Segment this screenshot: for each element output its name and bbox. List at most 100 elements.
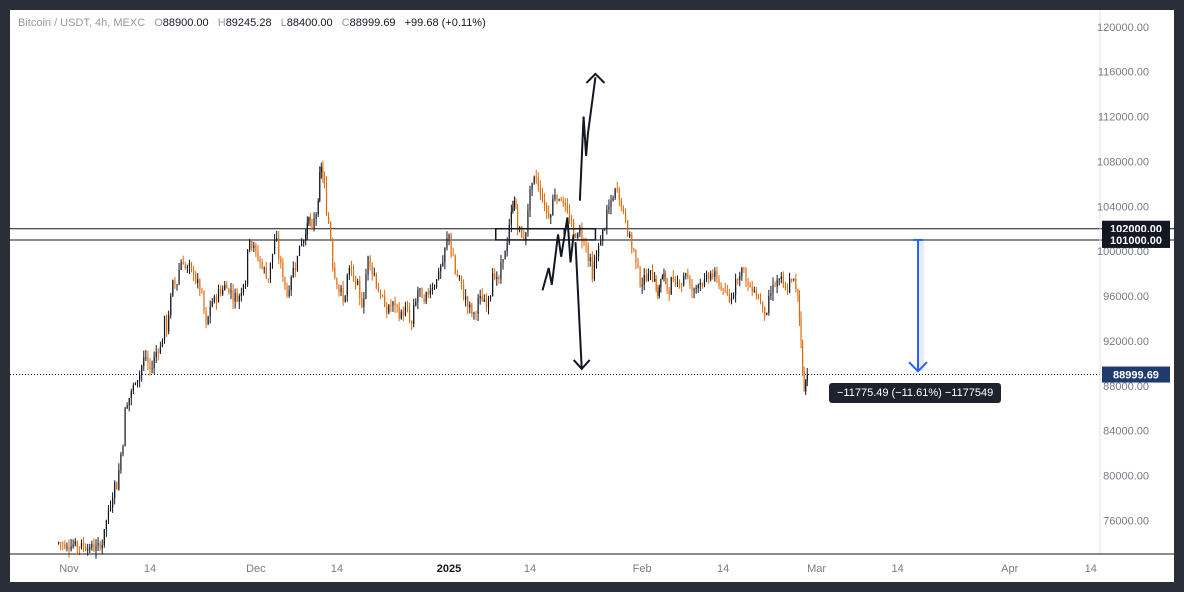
candle-body (454, 256, 456, 274)
candle-body (759, 299, 762, 302)
y-tick-label: 100000.00 (1097, 246, 1149, 258)
bearish-arrow-head (572, 359, 591, 371)
candle-body (543, 200, 546, 206)
x-tick-label: 2025 (437, 563, 461, 575)
candle-body (647, 273, 649, 281)
candle-body (795, 278, 797, 290)
candle-body (512, 206, 514, 212)
x-tick-label: Nov (59, 563, 79, 575)
candle-body (805, 381, 807, 392)
candle-body (797, 289, 799, 297)
candle-body (780, 276, 782, 280)
candle-body (440, 265, 442, 272)
candle-body (230, 290, 232, 293)
zigzag-path[interactable] (541, 217, 575, 291)
candle-body (193, 270, 195, 274)
candle-body (182, 262, 184, 265)
bullish-zigzag[interactable] (578, 77, 597, 201)
candle-body (315, 214, 317, 219)
candle-body (732, 294, 735, 298)
candle-body (263, 267, 265, 269)
candle-body (600, 240, 602, 246)
candle-body (539, 186, 542, 195)
candle-body (107, 509, 110, 521)
candle-body (529, 189, 531, 211)
candle-body (319, 172, 321, 201)
candle-body (224, 284, 226, 290)
candle-body (778, 279, 780, 280)
bearish-arrow[interactable] (574, 242, 583, 369)
candle-body (400, 311, 402, 319)
candle-body (753, 290, 755, 292)
candle-series (58, 160, 808, 559)
candle-body (240, 293, 242, 297)
candle-body (85, 546, 87, 551)
candle-body (89, 547, 91, 550)
candle-body (390, 305, 392, 307)
range-box-left[interactable] (495, 227, 566, 241)
candle-body (743, 267, 745, 269)
candle-body (531, 182, 533, 190)
x-tick-label: Apr (1001, 563, 1018, 575)
candle-body (678, 282, 681, 285)
candle-body (417, 290, 419, 302)
candle-body (122, 446, 124, 455)
candle-body (352, 270, 355, 277)
candle-body (124, 408, 126, 447)
candle-body (442, 262, 444, 266)
candle-body (238, 296, 240, 302)
candle-body (112, 497, 114, 508)
candle-body (612, 197, 614, 201)
candle-body (211, 301, 213, 307)
candle-body (130, 391, 132, 399)
candle-body (703, 279, 706, 286)
candle-body (548, 212, 550, 218)
candle-body (801, 340, 804, 372)
candle-body (303, 239, 305, 243)
measure-tooltip: −11775.49 (−11.61%) −1177549 (829, 383, 1002, 403)
candle-body (134, 382, 137, 385)
candle-body (413, 305, 415, 325)
candle-body (681, 284, 683, 286)
candle-body (786, 290, 789, 293)
candle-body (496, 277, 498, 279)
candle-body (469, 304, 471, 308)
candle-body (379, 292, 382, 297)
candle-body (560, 199, 562, 201)
candle-body (791, 278, 793, 280)
candle-body (556, 195, 558, 201)
candle-body (737, 279, 739, 280)
candle-body (286, 286, 288, 297)
candle-body (313, 218, 315, 229)
chart-canvas[interactable]: 76000.00 80000.00 84000.00 88000.00 92000.00… (10, 10, 1174, 582)
y-tick-label: 104000.00 (1097, 201, 1149, 213)
candle-body (126, 405, 128, 409)
candle-body (631, 234, 633, 249)
candle-body (62, 543, 64, 545)
candle-body (91, 544, 93, 548)
candle-body (663, 273, 665, 277)
candle-body (739, 275, 741, 280)
candle-body (494, 273, 496, 279)
candle-body (583, 241, 585, 244)
candle-body (66, 546, 68, 548)
candle-body (722, 288, 724, 291)
candle-body (195, 273, 197, 283)
candle-body (519, 226, 521, 229)
candle-body (798, 296, 801, 319)
candle-body (716, 271, 718, 280)
candle-body (128, 398, 130, 406)
candle-body (654, 279, 656, 282)
candle-body (242, 284, 245, 294)
candle-body (404, 307, 407, 316)
candle-body (365, 274, 367, 299)
horizontal-levels[interactable] (10, 228, 1174, 376)
price-label-101000: 101000.00 (1110, 235, 1162, 247)
candle-body (74, 541, 76, 545)
x-tick-label: 14 (524, 563, 536, 575)
drawings[interactable] (495, 72, 928, 373)
candle-body (388, 305, 390, 313)
candle-body (201, 290, 203, 292)
candle-body (699, 283, 701, 285)
